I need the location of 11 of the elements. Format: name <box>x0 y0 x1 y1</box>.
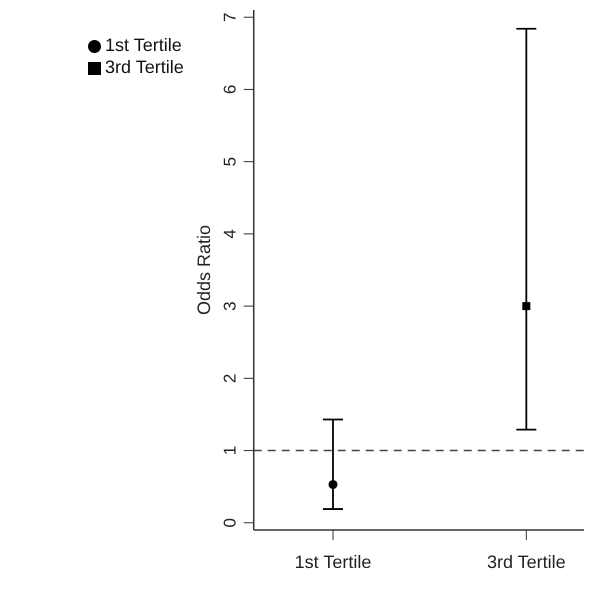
legend-label: 3rd Tertile <box>105 57 184 77</box>
y-tick-label: 7 <box>220 12 240 22</box>
y-axis-title: Odds Ratio <box>194 224 214 316</box>
y-tick-label: 3 <box>220 301 240 311</box>
y-tick-label: 1 <box>220 446 240 456</box>
y-tick-label: 0 <box>220 518 240 528</box>
y-tick-label: 5 <box>220 156 240 166</box>
y-tick-label: 4 <box>220 229 240 239</box>
y-tick-label: 2 <box>220 374 240 384</box>
legend-label: 1st Tertile <box>105 35 182 55</box>
y-tick-label: 6 <box>220 84 240 94</box>
